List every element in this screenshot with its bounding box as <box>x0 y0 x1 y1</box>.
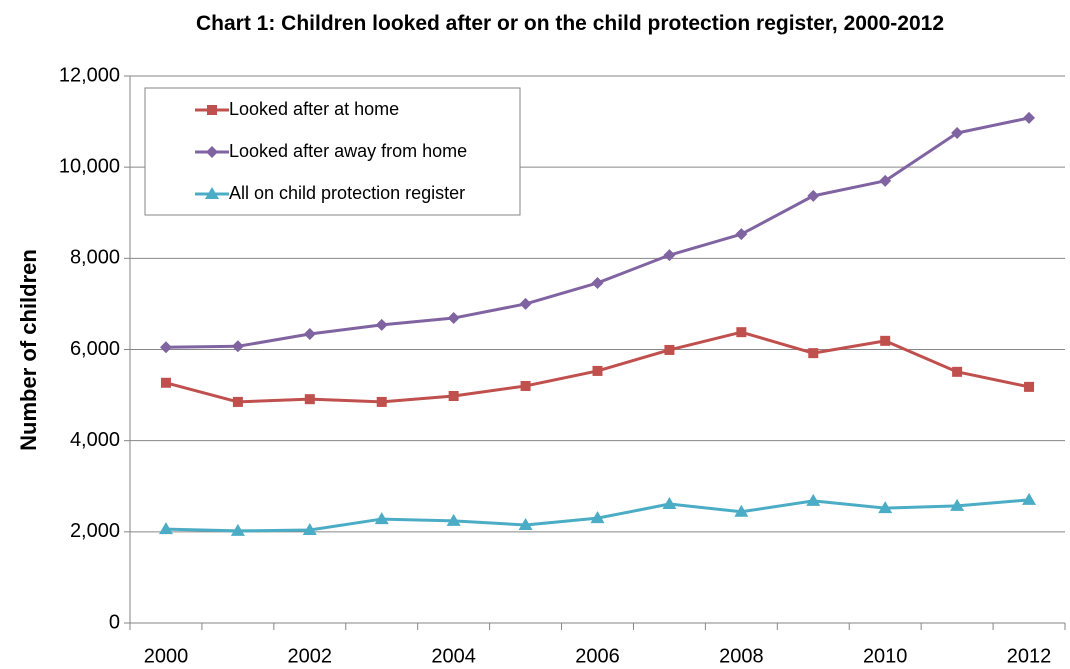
marker <box>951 126 964 139</box>
marker <box>374 512 389 525</box>
legend-label: All on child protection register <box>229 183 465 203</box>
x-tick-label: 2010 <box>863 645 908 667</box>
marker <box>376 396 387 407</box>
marker <box>231 340 244 353</box>
x-tick-label: 2004 <box>431 645 476 667</box>
y-tick-label: 2,000 <box>70 520 120 542</box>
x-tick-label: 2006 <box>575 645 620 667</box>
marker <box>806 493 821 506</box>
marker <box>206 146 218 158</box>
y-tick-label: 12,000 <box>59 64 120 86</box>
legend-label: Looked after at home <box>229 99 399 119</box>
x-tick-label: 2002 <box>288 645 333 667</box>
legend-label: Looked after away from home <box>229 141 467 161</box>
marker <box>158 522 173 535</box>
marker <box>304 394 315 405</box>
marker <box>664 344 675 355</box>
x-tick-label: 2000 <box>144 645 189 667</box>
marker <box>520 380 531 391</box>
marker <box>1023 111 1036 124</box>
y-tick-label: 4,000 <box>70 429 120 451</box>
marker <box>879 174 892 187</box>
marker <box>207 105 217 115</box>
marker <box>375 318 388 331</box>
marker <box>447 312 460 325</box>
marker <box>519 297 532 310</box>
x-tick-label: 2008 <box>719 645 764 667</box>
marker <box>159 341 172 354</box>
marker <box>590 511 605 524</box>
marker <box>303 328 316 341</box>
y-tick-label: 0 <box>109 611 120 633</box>
marker <box>950 498 965 511</box>
marker <box>663 249 676 262</box>
marker <box>662 497 677 510</box>
marker <box>591 276 604 289</box>
x-tick-label: 2012 <box>1007 645 1052 667</box>
marker <box>808 348 819 359</box>
marker <box>230 523 245 536</box>
marker <box>518 517 533 530</box>
marker <box>160 377 171 388</box>
y-tick-label: 8,000 <box>70 247 120 269</box>
marker <box>734 504 749 517</box>
marker <box>302 523 317 536</box>
marker <box>807 189 820 202</box>
marker <box>735 228 748 241</box>
marker <box>448 390 459 401</box>
y-tick-label: 6,000 <box>70 338 120 360</box>
marker <box>592 365 603 376</box>
y-axis-label: Number of children <box>16 249 41 451</box>
marker <box>880 335 891 346</box>
chart-title: Chart 1: Children looked after or on the… <box>195 12 944 35</box>
marker <box>952 366 963 377</box>
marker <box>878 501 893 514</box>
marker <box>446 513 461 526</box>
marker <box>1022 492 1037 505</box>
marker <box>1024 381 1035 392</box>
marker <box>736 327 747 338</box>
marker <box>232 396 243 407</box>
y-tick-label: 10,000 <box>59 155 120 177</box>
marker <box>205 187 219 199</box>
